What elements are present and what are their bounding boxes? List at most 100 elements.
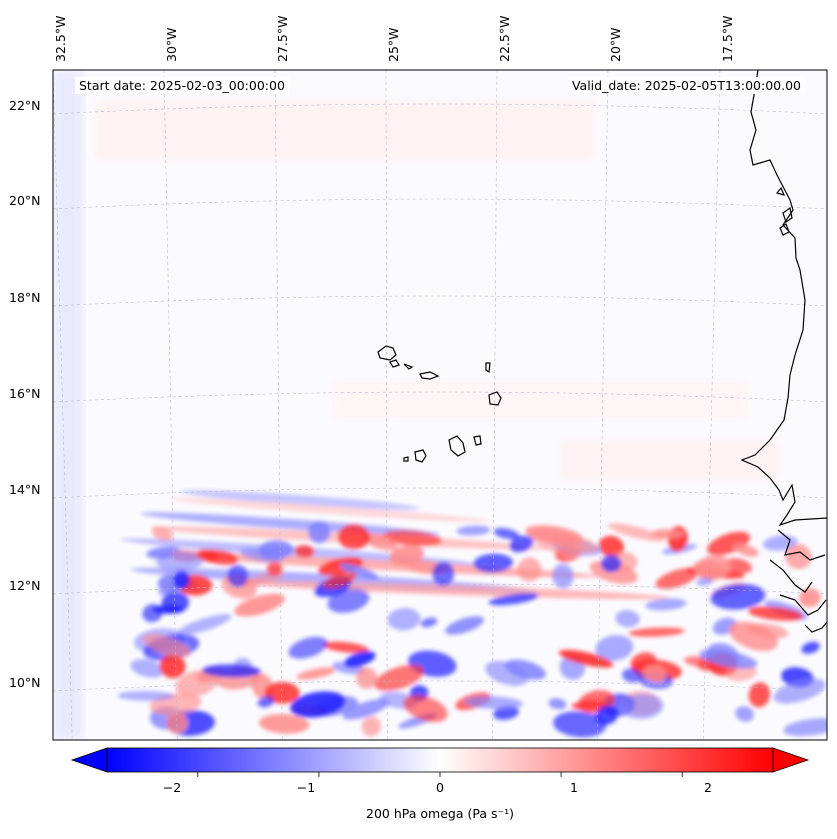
omega-cell — [258, 714, 310, 734]
omega-cell — [548, 698, 567, 710]
omega-cell — [403, 694, 448, 723]
omega-cell — [530, 527, 585, 556]
omega-cell — [488, 592, 539, 606]
omega-cell — [420, 617, 438, 628]
omega-cell — [517, 557, 542, 582]
omega-cell — [773, 678, 826, 704]
omega-cell — [598, 535, 625, 557]
lon-label-22-5w: 22.5°W — [497, 15, 512, 62]
omega-cell — [130, 659, 164, 678]
omega-cell — [389, 544, 424, 566]
omega-cell — [733, 543, 759, 557]
omega-cell — [159, 654, 186, 679]
omega-cell — [177, 614, 232, 636]
omega-cell — [196, 549, 219, 563]
omega-cell — [553, 711, 606, 738]
island-boa-vista — [488, 391, 502, 406]
lat-label-16n: 16°N — [9, 386, 41, 401]
omega-cell — [432, 561, 455, 586]
omega-cell — [339, 563, 379, 580]
omega-cell — [783, 718, 827, 737]
omega-cell — [456, 525, 491, 536]
omega-cell — [735, 706, 755, 722]
omega-cell — [166, 712, 188, 734]
omega-cell — [725, 558, 753, 574]
colorbar-tick-label: 1 — [570, 780, 578, 795]
omega-cell — [595, 635, 634, 662]
omega-cell — [170, 498, 490, 522]
omega-cell — [234, 593, 286, 617]
island-santiago — [448, 435, 466, 457]
omega-cell — [493, 527, 520, 540]
colorbar-extend-max — [772, 747, 810, 773]
omega-cell — [296, 667, 336, 680]
omega-cell — [356, 667, 378, 689]
omega-cell — [258, 540, 294, 560]
omega-cell — [337, 524, 370, 550]
omega-cell — [699, 649, 758, 669]
plot-frame — [52, 69, 828, 741]
omega-cell — [464, 696, 523, 710]
lat-label-10n: 10°N — [9, 675, 41, 690]
colorbar-tick-label: −1 — [296, 780, 316, 795]
omega-cell — [645, 598, 687, 611]
omega-cell — [151, 526, 173, 541]
coastline — [377, 70, 827, 633]
omega-field — [53, 70, 827, 740]
lon-label-32-5w: 32.5°W — [53, 15, 68, 62]
colorbar-title: 200 hPa omega (Pa s⁻¹) — [366, 806, 514, 821]
omega-cell — [156, 551, 204, 571]
omega-cell — [308, 520, 331, 544]
colorbar-extend-min — [70, 747, 108, 773]
colorbar-tick-label: 2 — [704, 780, 712, 795]
lon-label-25w: 25°W — [386, 27, 401, 62]
omega-cell — [655, 567, 699, 590]
omega-cell — [445, 616, 484, 635]
omega-cell — [288, 636, 328, 659]
omega-cell — [257, 695, 275, 708]
omega-cell — [692, 559, 727, 580]
lat-label-14n: 14°N — [9, 482, 41, 497]
omega-cell — [363, 532, 397, 551]
parallel-line — [53, 198, 827, 210]
africa-coastline — [740, 70, 827, 527]
colorbar-gradient — [106, 747, 774, 773]
lat-label-18n: 18°N — [9, 290, 41, 305]
omega-cell — [344, 651, 376, 668]
lat-label-12n: 12°N — [9, 578, 41, 593]
parallel-line — [53, 487, 827, 499]
omega-cell — [142, 633, 191, 658]
omega-cell — [342, 698, 390, 720]
meridian-line — [491, 70, 498, 740]
omega-cell — [628, 627, 685, 637]
parallel-line — [53, 680, 827, 692]
parallel-line — [53, 583, 827, 595]
graticule — [53, 70, 827, 740]
omega-cell — [323, 571, 357, 589]
omega-cell — [696, 577, 713, 586]
omega-cell — [642, 664, 667, 683]
start-date-label: Start date: 2025-02-03_00:00:00 — [75, 77, 289, 94]
lon-label-17-5w: 17.5°W — [720, 15, 735, 62]
omega-cell — [622, 668, 642, 683]
parallel-line — [53, 103, 827, 115]
omega-cell — [558, 649, 614, 668]
omega-cell — [294, 544, 315, 558]
omega-cell — [266, 561, 283, 576]
lon-label-27-5w: 27.5°W — [275, 15, 290, 62]
omega-cell — [202, 664, 262, 678]
omega-cell — [748, 682, 771, 708]
omega-cell — [725, 664, 757, 682]
omega-cell — [387, 608, 421, 631]
meridian-line — [385, 70, 388, 740]
omega-cell — [620, 693, 664, 720]
omega-cell — [290, 691, 346, 718]
lat-label-20n: 20°N — [9, 193, 41, 208]
omega-cell — [142, 604, 163, 623]
lat-label-22n: 22°N — [9, 98, 41, 113]
omega-cell — [707, 531, 751, 556]
omega-cell — [785, 543, 812, 570]
meridian-line — [163, 70, 178, 740]
omega-cell — [361, 716, 381, 737]
